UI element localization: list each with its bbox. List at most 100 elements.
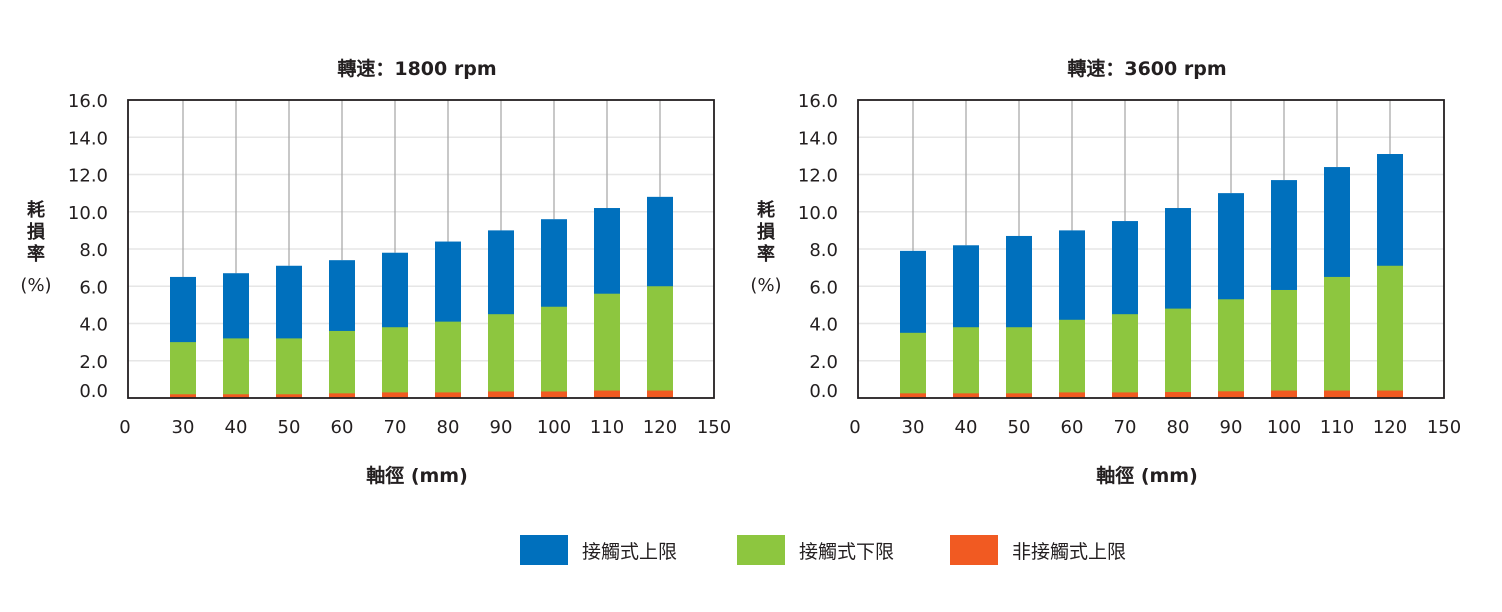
bar-lower-contact: [1165, 308, 1191, 398]
legend: 接觸式上限 接觸式下限 非接觸式上限: [520, 535, 1126, 565]
y-tick-label: 12.0: [798, 166, 838, 187]
y-tick-label: 14.0: [798, 128, 838, 149]
y-axis-label: 損: [27, 221, 46, 243]
bar-lower-contact: [1218, 299, 1244, 398]
legend-swatch: [950, 535, 998, 565]
y-tick-label: 8.0: [809, 240, 838, 261]
bar-lower-contact: [1006, 327, 1032, 398]
y-tick-label: 12.0: [68, 166, 108, 187]
bar-non-contact: [594, 390, 620, 398]
bar-non-contact: [1324, 390, 1350, 398]
x-tick-label: 110: [590, 417, 624, 438]
bar-non-contact: [170, 394, 196, 398]
x-tick-label: 100: [537, 417, 571, 438]
x-tick-label: 0: [849, 417, 860, 438]
y-tick-label: 4.0: [79, 315, 108, 336]
bar-non-contact: [382, 392, 408, 398]
x-tick-label: 40: [955, 417, 978, 438]
y-tick-label: 6.0: [809, 277, 838, 298]
bar-non-contact: [276, 394, 302, 398]
y-tick-label: 10.0: [798, 203, 838, 224]
legend-label: 接觸式上限: [582, 541, 677, 563]
y-tick-label: 0.0: [79, 381, 108, 402]
y-tick-label: 8.0: [79, 240, 108, 261]
bar-non-contact: [1112, 392, 1138, 398]
bar-lower-contact: [953, 327, 979, 398]
chart-1: 0.0 2.0 4.0 6.0 8.0 10.0 12.0 14.0 16.0 0 30 40 50 60…: [20, 57, 731, 487]
bar-lower-contact: [276, 338, 302, 398]
bar-lower-contact: [329, 330, 355, 398]
bar-non-contact: [329, 393, 355, 398]
bar-lower-contact: [1271, 289, 1297, 398]
x-tick-label: 50: [278, 417, 301, 438]
legend-label: 接觸式下限: [799, 541, 894, 563]
bar-non-contact: [488, 391, 514, 398]
bar-lower-contact: [435, 321, 461, 398]
legend-item: 非接觸式上限: [950, 535, 1126, 565]
bar-non-contact: [1271, 390, 1297, 398]
legend-item: 接觸式上限: [520, 535, 677, 565]
plot-frame: [127, 99, 715, 399]
x-axis-label: 軸徑 (mm): [1096, 464, 1198, 487]
chart-2: 0.0 2.0 4.0 6.0 8.0 10.0 12.0 14.0 16.0 0 30 40 50 60…: [750, 57, 1461, 487]
bar-lower-contact: [647, 286, 673, 398]
bar-non-contact: [435, 392, 461, 398]
bar-lower-contact: [223, 338, 249, 398]
x-tick-label: 150: [1427, 417, 1461, 438]
y-tick-label: 14.0: [68, 128, 108, 149]
x-tick-label: 150: [697, 417, 731, 438]
y-tick-label: 16.0: [798, 91, 838, 112]
y-tick-label: 0.0: [809, 381, 838, 402]
bar-non-contact: [647, 390, 673, 398]
bar-non-contact: [953, 393, 979, 398]
chart-title: 轉速：3600 rpm: [1067, 57, 1226, 80]
legend-swatch: [520, 535, 568, 565]
x-axis-label: 軸徑 (mm): [366, 464, 468, 487]
y-axis-label: 率: [27, 243, 45, 265]
y-axis-label: (%): [20, 275, 51, 296]
bar-lower-contact: [382, 327, 408, 398]
bar-lower-contact: [1324, 276, 1350, 398]
y-tick-label: 16.0: [68, 91, 108, 112]
x-tick-label: 30: [172, 417, 195, 438]
x-tick-label: 30: [902, 417, 925, 438]
x-tick-label: 50: [1008, 417, 1031, 438]
y-tick-label: 6.0: [79, 277, 108, 298]
x-tick-label: 0: [119, 417, 130, 438]
x-tick-label: 110: [1320, 417, 1354, 438]
bar-lower-contact: [594, 293, 620, 398]
y-tick-label: 2.0: [809, 352, 838, 373]
bar-lower-contact: [488, 314, 514, 398]
plot-frame: [857, 99, 1445, 399]
x-tick-label: 120: [1373, 417, 1407, 438]
x-tick-label: 90: [1220, 417, 1243, 438]
y-axis-label: 率: [757, 243, 775, 265]
y-axis-label: (%): [750, 275, 781, 296]
x-tick-label: 60: [331, 417, 354, 438]
bar-non-contact: [1218, 391, 1244, 398]
y-tick-label: 10.0: [68, 203, 108, 224]
x-tick-label: 40: [225, 417, 248, 438]
legend-item: 接觸式下限: [737, 535, 894, 565]
legend-swatch: [737, 535, 785, 565]
bar-lower-contact: [1059, 319, 1085, 398]
y-axis-label: 耗: [27, 199, 45, 221]
x-tick-label: 90: [490, 417, 513, 438]
bar-non-contact: [223, 394, 249, 398]
legend-label: 非接觸式上限: [1012, 541, 1126, 563]
x-tick-label: 70: [1114, 417, 1137, 438]
x-tick-label: 80: [1167, 417, 1190, 438]
bar-lower-contact: [541, 306, 567, 398]
bar-non-contact: [1165, 392, 1191, 398]
y-axis-label: 損: [757, 221, 776, 243]
bar-lower-contact: [170, 342, 196, 398]
chart-title: 轉速：1800 rpm: [337, 57, 496, 80]
bar-non-contact: [1059, 392, 1085, 398]
bar-lower-contact: [900, 332, 926, 398]
bar-non-contact: [1377, 390, 1403, 398]
bar-non-contact: [541, 391, 567, 398]
x-tick-label: 80: [437, 417, 460, 438]
bar-lower-contact: [1112, 314, 1138, 398]
